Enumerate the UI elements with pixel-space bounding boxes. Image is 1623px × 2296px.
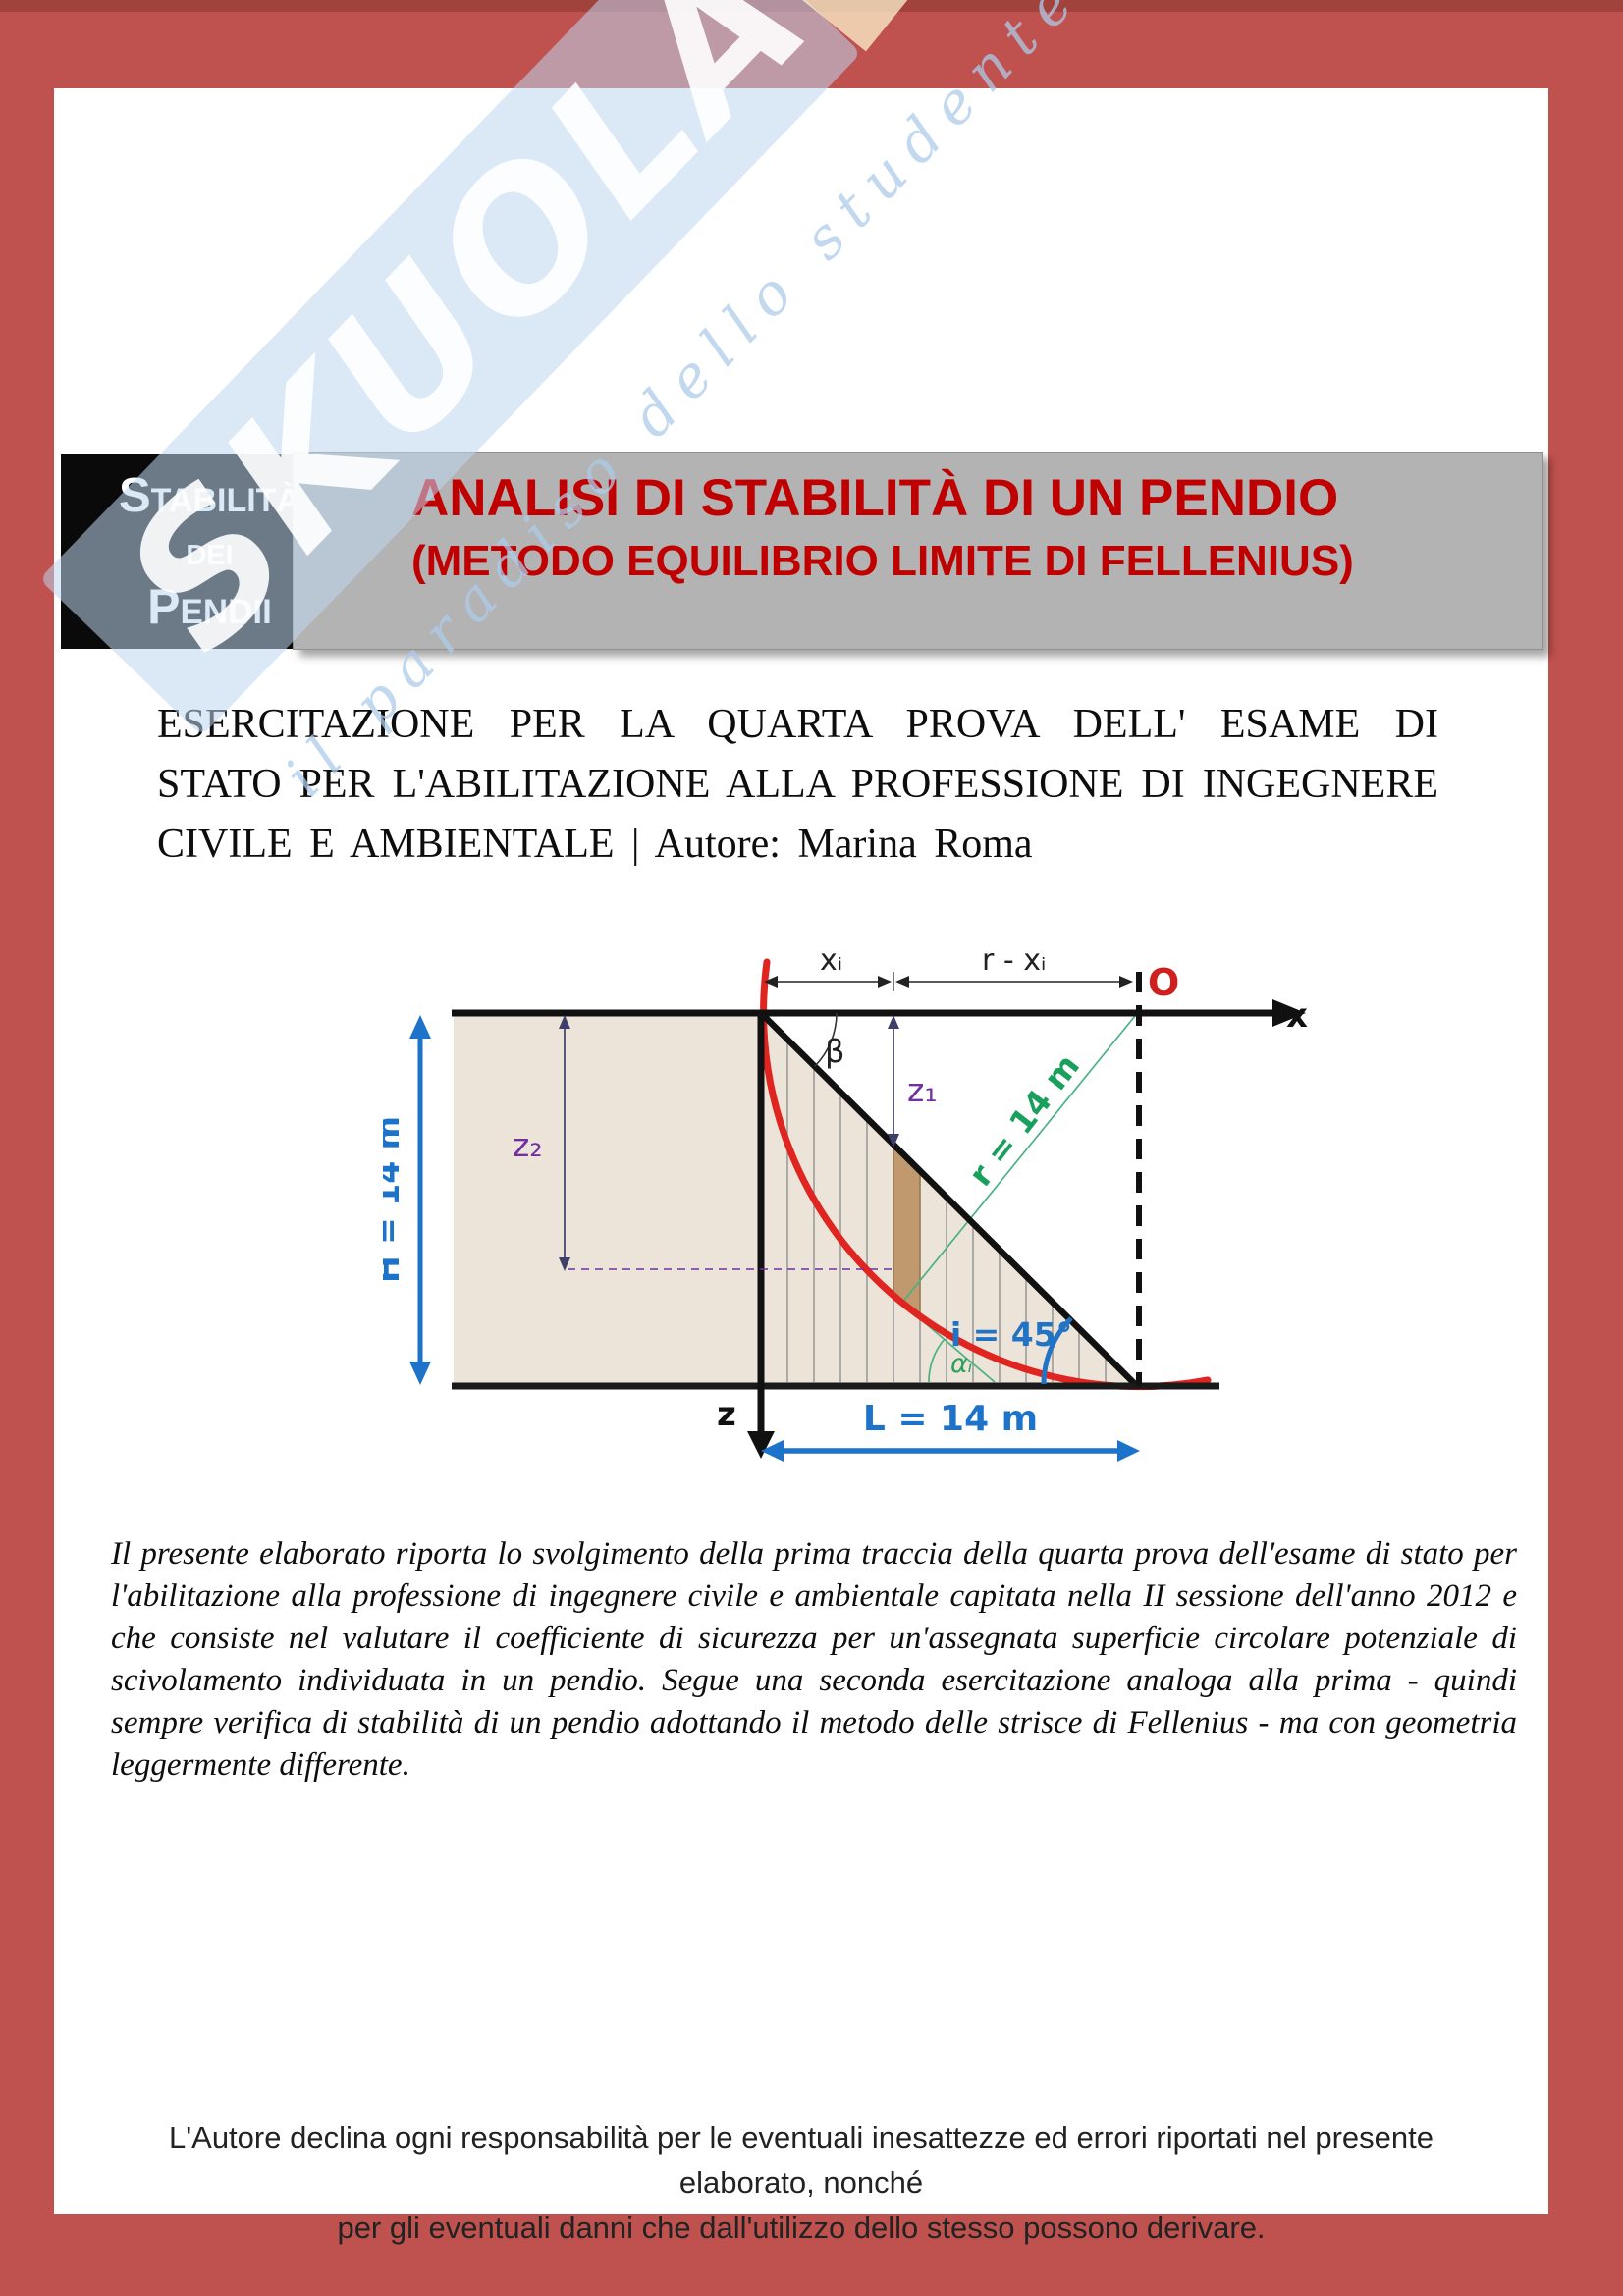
l-dimension [761, 1440, 1140, 1462]
soil-mass [454, 1013, 1137, 1386]
xi-dimension-arrowheads [764, 976, 1133, 988]
topic-box-line: dei [186, 527, 234, 574]
z-axis-label: z [717, 1395, 736, 1434]
title-banner: ANALISI DI STABILITÀ DI UN PENDIO (METOD… [293, 452, 1543, 650]
alpha-label: αᵢ [950, 1349, 973, 1379]
radius-label: r = 14 m [961, 1046, 1087, 1193]
z-axis-arrowhead [747, 1431, 775, 1459]
xi-label: xᵢ [820, 943, 842, 978]
document-subtitle: ESERCITAZIONE PER LA QUARTA PROVA DELL' … [157, 702, 1438, 867]
watermark-tagline: il paradiso dello studente [271, 0, 1096, 810]
disclaimer: L'Autore declina ogni responsabilità per… [98, 2115, 1504, 2251]
slope-face-line [758, 1010, 1140, 1389]
border-top-stripe [0, 0, 1623, 12]
beta-angle-arc [814, 1012, 838, 1067]
origin-label: O [1148, 961, 1179, 1004]
slope-angle-label: i = 45° [950, 1315, 1072, 1354]
h-dimension [409, 1015, 431, 1385]
z2-label: z₂ [513, 1126, 543, 1164]
r-minus-xi-label: r - xᵢ [982, 943, 1046, 978]
page-title: ANALISI DI STABILITÀ DI UN PENDIO [411, 469, 1339, 527]
slope-angle-arc [1041, 1316, 1073, 1385]
length-label: L = 14 m [863, 1399, 1038, 1439]
slope-stability-diagram: x z O xᵢ r - xᵢ β z₁ z₂ r = 14 m H = 14 … [383, 933, 1335, 1502]
beta-label: β [825, 1033, 844, 1070]
document-page: Stabilità dei Pendii ANALISI DI STABILIT… [39, 0, 1548, 2245]
topic-box-line: Stabilità [118, 468, 301, 522]
disclaimer-line: per gli eventuali danni che dall'utilizz… [337, 2211, 1266, 2245]
z1-label: z₁ [907, 1071, 938, 1109]
z1-dimension [888, 1015, 899, 1148]
topic-box-line: Pendii [147, 578, 272, 634]
xi-dimension [768, 972, 1131, 991]
slope-diagram-svg: x z O xᵢ r - xᵢ β z₁ z₂ r = 14 m H = 14 … [383, 943, 1308, 1462]
z2-dimension [559, 1015, 893, 1271]
height-label: H = 14 m [383, 1116, 406, 1283]
page-subtitle-method: (METODO EQUILIBRIO LIMITE DI FELLENIUS) [411, 537, 1354, 585]
abstract-paragraph: Il presente elaborato riporta lo svolgim… [111, 1536, 1517, 1783]
x-axis-label: x [1286, 996, 1308, 1036]
disclaimer-line: L'Autore declina ogni responsabilità per… [168, 2120, 1434, 2200]
x-axis-arrowhead [1272, 999, 1306, 1027]
